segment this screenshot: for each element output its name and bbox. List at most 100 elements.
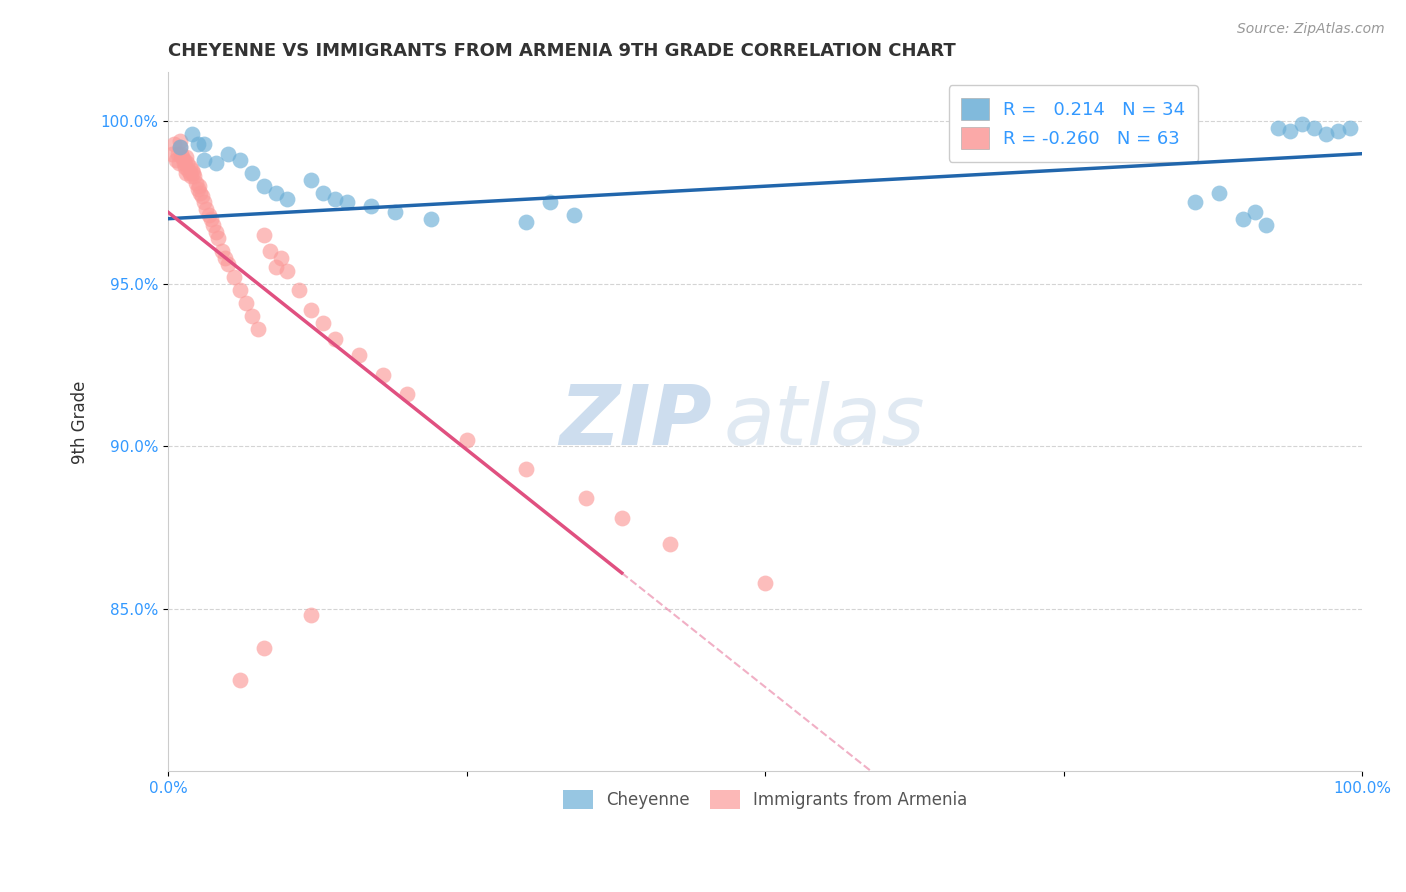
Point (1315, 127, 1337, 141)
Point (179, 166, 201, 180)
Point (252, 227, 274, 242)
Point (217, 257, 239, 271)
Point (360, 199, 382, 213)
Point (252, 640, 274, 655)
Point (1279, 124, 1302, 138)
Point (562, 209, 585, 223)
Point (165, 153, 187, 168)
Point (240, 310, 263, 324)
Point (222, 270, 245, 285)
Point (299, 172, 322, 186)
Point (347, 348, 370, 362)
Point (188, 179, 211, 194)
Point (181, 163, 204, 178)
Point (228, 673, 250, 688)
Point (259, 244, 281, 259)
Point (197, 209, 219, 223)
Point (270, 251, 292, 265)
Point (170, 146, 193, 161)
Point (1267, 120, 1289, 135)
Point (312, 186, 335, 200)
Point (160, 146, 183, 161)
Point (515, 462, 537, 476)
Point (205, 156, 228, 170)
Point (172, 150, 194, 164)
Point (184, 176, 207, 190)
Point (1303, 120, 1326, 135)
Point (228, 153, 250, 168)
Point (174, 150, 197, 164)
Point (205, 225, 228, 239)
Point (202, 218, 225, 232)
Point (1327, 124, 1350, 138)
Point (180, 169, 202, 184)
Point (187, 182, 209, 196)
Point (246, 322, 269, 336)
Point (1256, 218, 1278, 232)
Point (252, 179, 274, 194)
Point (276, 264, 298, 278)
Point (658, 537, 681, 551)
Point (169, 140, 191, 154)
Point (384, 205, 406, 219)
Point (173, 156, 195, 170)
Point (395, 387, 418, 401)
Point (169, 134, 191, 148)
Point (515, 215, 537, 229)
Point (276, 192, 298, 206)
Point (193, 195, 215, 210)
Point (176, 156, 198, 170)
Point (323, 192, 346, 206)
Point (264, 260, 287, 275)
Point (211, 244, 233, 259)
Point (228, 283, 250, 297)
Point (167, 156, 190, 170)
Point (1243, 205, 1265, 219)
Point (336, 195, 359, 210)
Y-axis label: 9th Grade: 9th Grade (72, 380, 89, 464)
Point (190, 189, 212, 203)
Text: atlas: atlas (723, 382, 925, 462)
Point (187, 136, 209, 151)
Point (217, 146, 239, 161)
Point (188, 186, 211, 200)
Text: CHEYENNE VS IMMIGRANTS FROM ARMENIA 9TH GRADE CORRELATION CHART: CHEYENNE VS IMMIGRANTS FROM ARMENIA 9TH … (169, 42, 956, 60)
Point (169, 140, 191, 154)
Point (1291, 118, 1313, 132)
Point (371, 368, 394, 382)
Point (214, 251, 236, 265)
Point (456, 433, 478, 447)
Point (419, 211, 441, 226)
Point (1339, 120, 1361, 135)
Point (163, 136, 186, 151)
Point (207, 231, 229, 245)
Text: Source: ZipAtlas.com: Source: ZipAtlas.com (1237, 22, 1385, 37)
Point (200, 211, 222, 226)
Point (173, 153, 195, 168)
Legend: Cheyenne, Immigrants from Armenia: Cheyenne, Immigrants from Armenia (557, 783, 974, 815)
Point (174, 166, 197, 180)
Point (610, 511, 633, 525)
Point (235, 296, 257, 310)
Point (264, 186, 287, 200)
Point (754, 575, 776, 590)
Point (193, 136, 215, 151)
Point (299, 302, 322, 317)
Point (240, 166, 263, 180)
Point (181, 127, 204, 141)
Point (195, 202, 218, 216)
Point (166, 146, 188, 161)
Point (193, 153, 215, 168)
Point (299, 608, 322, 623)
Text: ZIP: ZIP (558, 382, 711, 462)
Point (288, 283, 311, 297)
Point (183, 169, 205, 184)
Point (179, 160, 201, 174)
Point (1208, 186, 1230, 200)
Point (538, 195, 561, 210)
Point (323, 332, 346, 346)
Point (1184, 195, 1206, 210)
Point (181, 166, 204, 180)
Point (177, 163, 200, 178)
Point (1232, 211, 1254, 226)
